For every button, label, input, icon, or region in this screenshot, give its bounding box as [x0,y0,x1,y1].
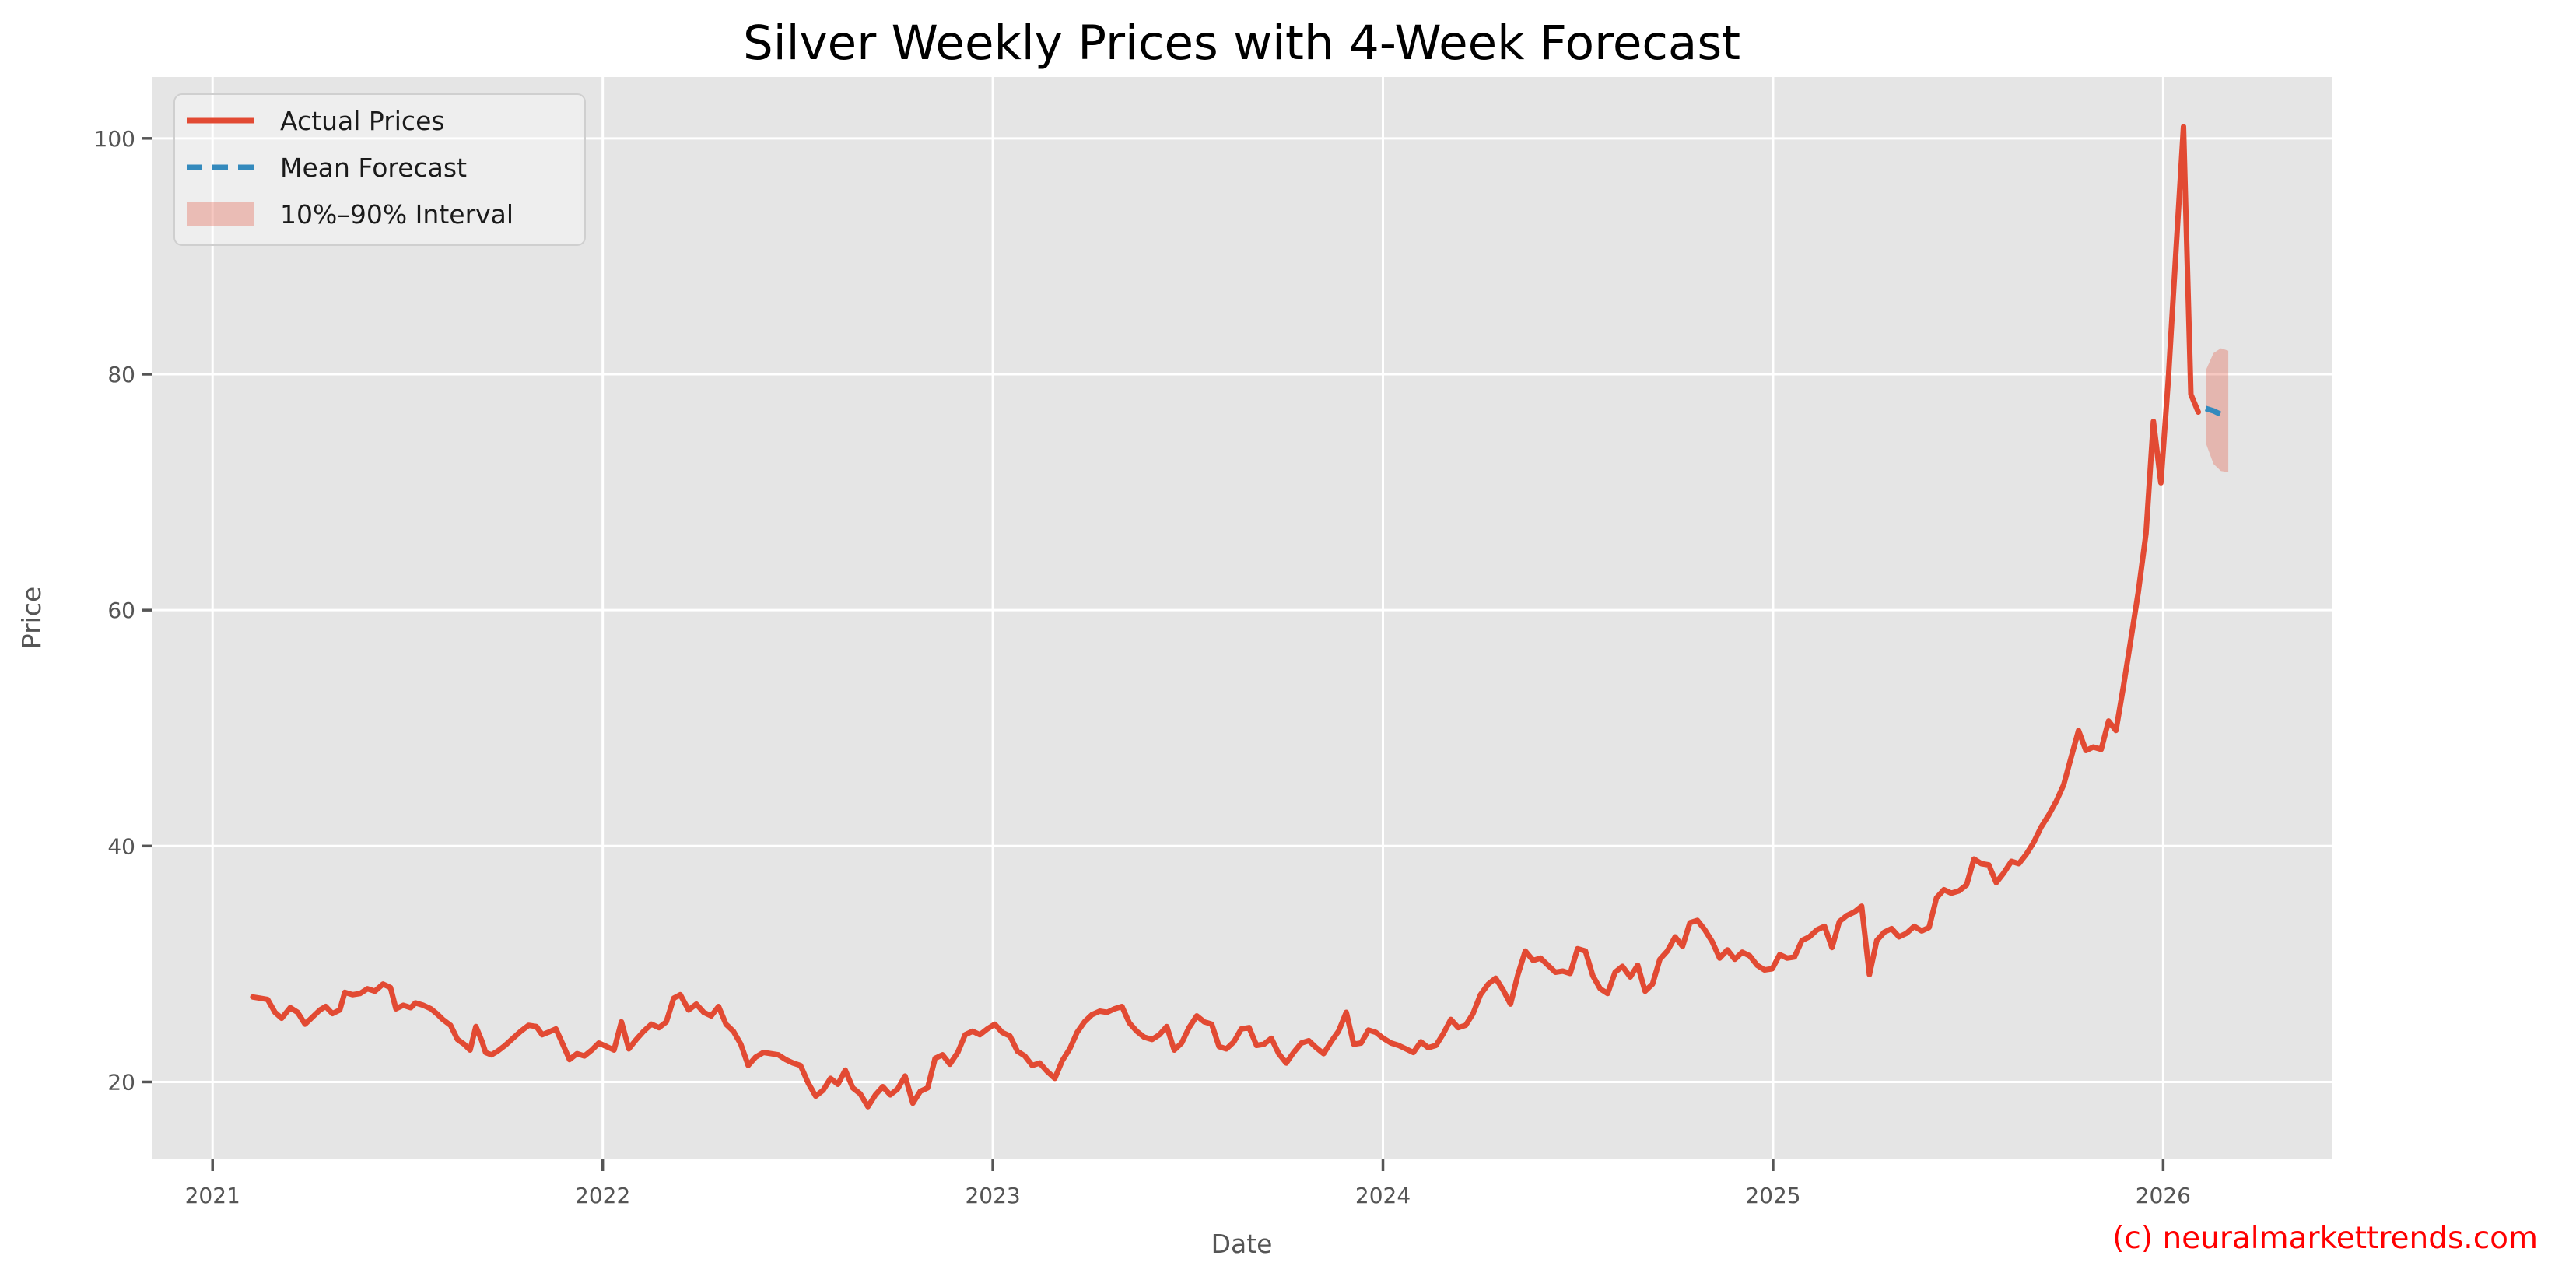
y-tick-label-20: 20 [107,1069,135,1095]
y-tick-label-60: 60 [107,598,135,623]
mean-forecast-line [2204,405,2230,421]
legend-label-mean-forecast: Mean Forecast [280,153,467,183]
y-tick-label-100: 100 [94,126,135,152]
legend: Actual Prices Mean Forecast 10%–90% Inte… [173,93,586,246]
legend-label-interval: 10%–90% Interval [280,199,513,230]
x-tick-label-2022: 2022 [575,1183,630,1208]
y-tick-label-40: 40 [107,833,135,859]
x-tick-label-2023: 2023 [965,1183,1020,1208]
watermark-credit: (c) neuralmarkettrends.com [2112,1221,2538,1256]
y-tick-labels: 20 40 60 80 100 [94,126,135,1096]
x-axis-label: Date [1211,1229,1273,1259]
data-series-layer [250,124,2230,1110]
x-tick-labels: 2021 2022 2023 2024 2025 2026 [185,1183,2191,1208]
legend-interval-patch-swatch [187,202,254,226]
x-tick-label-2026: 2026 [2136,1183,2191,1208]
actual-prices-line [250,124,2201,1110]
plot-area-background [152,77,2332,1159]
legend-box [173,93,586,246]
legend-label-actual-prices: Actual Prices [280,106,445,136]
axis-tick-marks [142,137,2165,1171]
x-tick-label-2025: 2025 [1745,1183,1800,1208]
x-tick-label-2021: 2021 [185,1183,240,1208]
y-axis-label: Price [16,587,47,650]
y-tick-label-80: 80 [107,362,135,388]
chart-title: Silver Weekly Prices with 4-Week Forecas… [743,16,1740,71]
x-tick-label-2024: 2024 [1355,1183,1411,1208]
grid-lines [152,77,2332,1159]
